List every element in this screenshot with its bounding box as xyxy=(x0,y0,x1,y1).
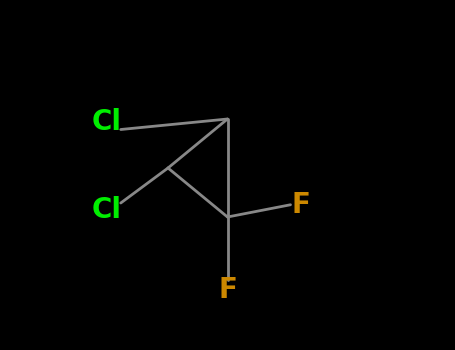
Text: F: F xyxy=(292,191,310,219)
Text: Cl: Cl xyxy=(92,108,122,136)
Text: F: F xyxy=(218,276,237,304)
Text: Cl: Cl xyxy=(92,196,122,224)
